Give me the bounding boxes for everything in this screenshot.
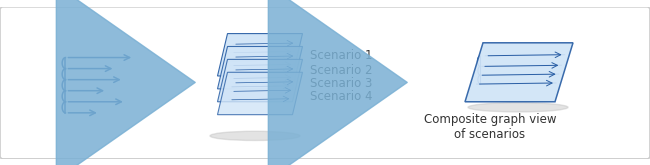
Text: Scenario 1: Scenario 1 — [310, 49, 372, 62]
Text: Scenario 4: Scenario 4 — [310, 90, 372, 103]
Text: Scenario 3: Scenario 3 — [310, 77, 372, 90]
Ellipse shape — [468, 103, 568, 112]
Polygon shape — [218, 47, 302, 89]
Text: Scenario 2: Scenario 2 — [310, 64, 372, 77]
Polygon shape — [465, 43, 573, 102]
Text: Composite graph view
of scenarios: Composite graph view of scenarios — [424, 113, 556, 141]
Polygon shape — [218, 34, 302, 76]
FancyBboxPatch shape — [0, 7, 650, 159]
Ellipse shape — [210, 131, 300, 140]
Polygon shape — [218, 59, 302, 102]
Polygon shape — [218, 72, 302, 115]
